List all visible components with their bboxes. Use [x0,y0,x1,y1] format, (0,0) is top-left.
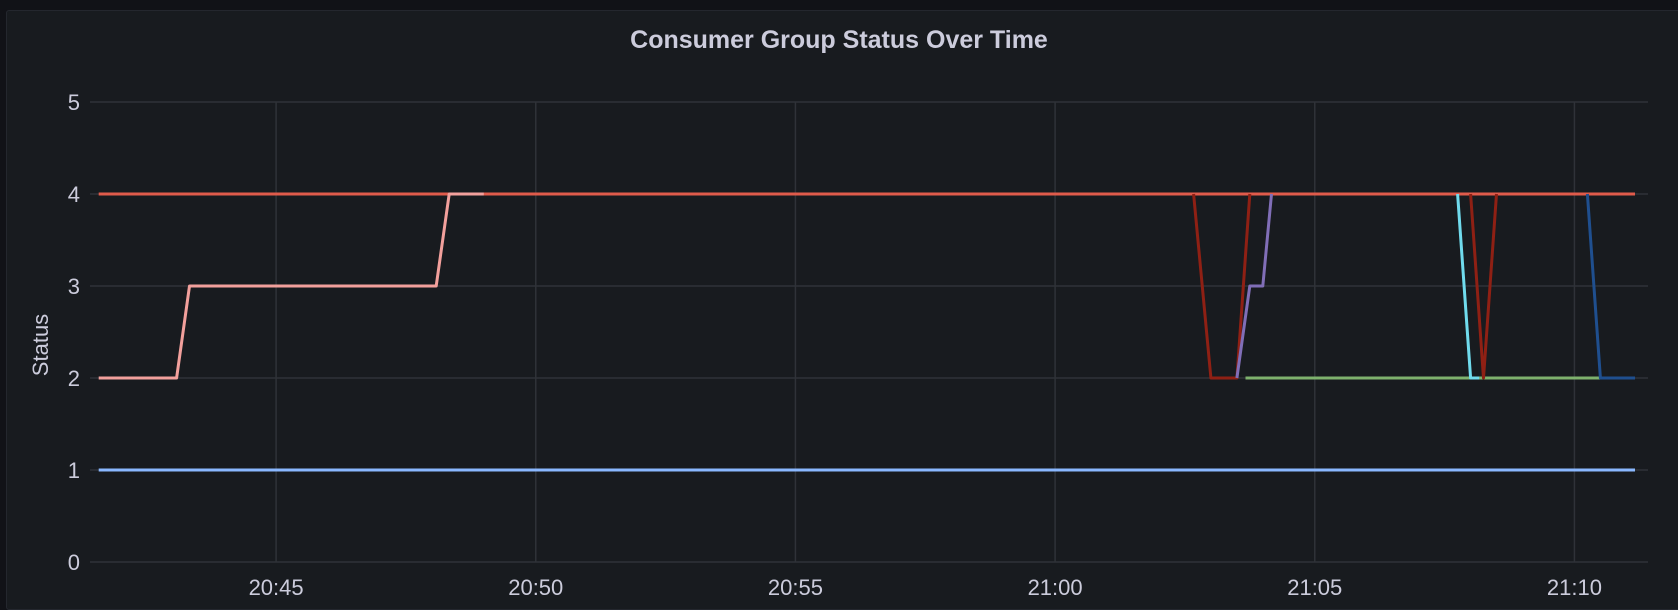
y-tick-label: 4 [68,182,80,207]
x-axis: 20:45 20:50 20:55 21:00 21:05 21:10 [249,575,1602,600]
series-line-3 [98,192,484,380]
series-line-9 [1585,193,1635,380]
x-tick-label: 21:05 [1287,575,1342,600]
y-axis: 0 1 2 3 4 5 [68,90,80,575]
y-tick-label: 5 [68,90,80,115]
y-tick-label: 3 [68,274,80,299]
y-tick-label: 2 [68,366,80,391]
y-tick-label: 0 [68,550,80,575]
x-tick-label: 20:45 [249,575,304,600]
x-tick-label: 20:55 [768,575,823,600]
series-line-8 [1469,193,1498,380]
x-tick-label: 20:50 [508,575,563,600]
series-lines [98,192,1635,472]
series-line-5 [1235,193,1273,379]
x-tick-label: 21:10 [1547,575,1602,600]
chart-title: Consumer Group Status Over Time [630,26,1048,54]
chart-panel [6,10,1678,610]
grid [90,101,1648,563]
y-axis-label: Status [28,314,53,376]
y-tick-label: 1 [68,458,80,483]
series-line-7 [1456,193,1480,380]
series-line-4 [1192,193,1252,380]
x-tick-label: 21:00 [1028,575,1083,600]
